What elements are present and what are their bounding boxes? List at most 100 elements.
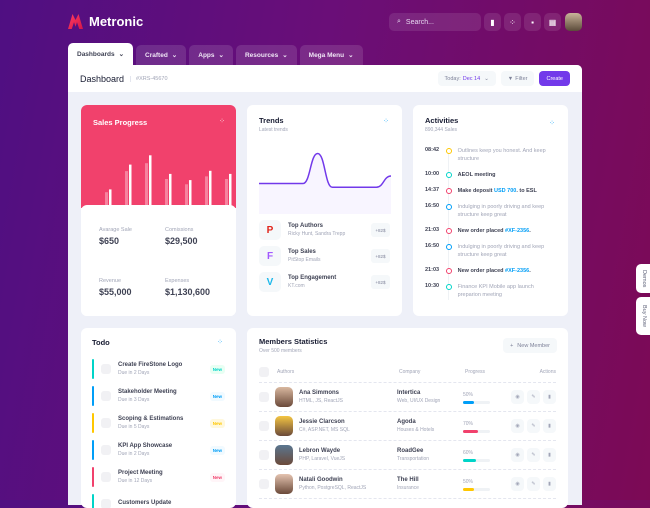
view-button[interactable]: ◉ bbox=[511, 477, 524, 491]
view-button[interactable]: ◉ bbox=[511, 419, 524, 433]
chat-icon[interactable]: ▪ bbox=[524, 13, 541, 31]
brand-logo[interactable]: Metronic bbox=[68, 14, 143, 29]
edit-button[interactable]: ✎ bbox=[527, 390, 540, 404]
activity-item: 21:03 New order placed #XF-2356. bbox=[425, 267, 531, 274]
card-title: Sales Progress bbox=[93, 118, 148, 127]
trend-badge: +82$ bbox=[371, 223, 390, 237]
new-member-button[interactable]: + New Member bbox=[503, 338, 557, 353]
card-title: Todo bbox=[92, 338, 110, 347]
sales-stat: Revenue $55,000 bbox=[99, 277, 132, 297]
menu-dots-icon[interactable]: ⁘ bbox=[219, 118, 225, 125]
todo-card: Todo ⁘ Create FireStone Logo Due in 2 Day… bbox=[81, 328, 236, 508]
trend-area bbox=[259, 153, 391, 214]
edit-button[interactable]: ✎ bbox=[527, 477, 540, 491]
sales-bar bbox=[169, 173, 172, 208]
tab-dashboards[interactable]: Dashboards ⌄ bbox=[68, 43, 134, 65]
todo-checkbox[interactable] bbox=[101, 391, 111, 401]
chevron-down-icon: ⌄ bbox=[118, 51, 125, 58]
activity-link[interactable]: USD 700 bbox=[494, 188, 517, 194]
avatar bbox=[275, 387, 293, 407]
edit-button[interactable]: ✎ bbox=[527, 448, 540, 462]
plus-icon: + bbox=[510, 342, 514, 349]
row-checkbox[interactable] bbox=[259, 392, 269, 402]
view-button[interactable]: ◉ bbox=[511, 448, 524, 462]
edit-button[interactable]: ✎ bbox=[527, 419, 540, 433]
sales-bar-shadow bbox=[165, 179, 168, 208]
trend-line bbox=[259, 152, 391, 188]
user-avatar[interactable] bbox=[565, 13, 582, 31]
sales-bar-shadow bbox=[105, 192, 108, 208]
delete-button[interactable]: ▮ bbox=[543, 448, 556, 462]
timeline-dot-icon bbox=[445, 148, 452, 154]
avatar bbox=[275, 445, 293, 465]
buy-now-tab[interactable]: Buy Now bbox=[636, 297, 650, 335]
sales-bar bbox=[109, 189, 112, 208]
sales-bar-shadow bbox=[125, 171, 128, 208]
todo-checkbox[interactable] bbox=[101, 445, 111, 455]
activity-item: 10:00 AEOL meeting bbox=[425, 171, 496, 178]
select-all-checkbox[interactable] bbox=[259, 367, 269, 377]
trend-item: P Top Authors Ricky Hunt, Sandra Trepp +82$ bbox=[259, 220, 390, 240]
todo-color-bar bbox=[92, 413, 94, 433]
status-badge: New bbox=[209, 445, 225, 455]
create-button[interactable]: Create bbox=[539, 71, 570, 86]
sales-stat: Expenses $1,130,600 bbox=[165, 277, 211, 297]
trend-item: F Top Sales PitStop Emails +82$ bbox=[259, 246, 390, 266]
edit-icon: ✎ bbox=[531, 423, 536, 429]
menu-dots-icon[interactable]: ⁘ bbox=[549, 120, 555, 127]
sales-bar-shadow bbox=[145, 163, 148, 208]
activity-item: 16:50 Indulging in poorly driving and kee… bbox=[425, 243, 545, 258]
demos-tab[interactable]: Demos bbox=[636, 264, 650, 293]
todo-checkbox[interactable] bbox=[101, 364, 111, 374]
tab-mega-menu[interactable]: Mega Menu ⌄ bbox=[299, 45, 363, 65]
sales-bar-chart bbox=[105, 155, 232, 208]
row-checkbox[interactable] bbox=[259, 421, 269, 431]
activity-link[interactable]: #XF-2356 bbox=[505, 268, 530, 274]
delete-button[interactable]: ▮ bbox=[543, 419, 556, 433]
apps-icon[interactable]: ▦ bbox=[544, 13, 561, 31]
menu-dots-icon[interactable]: ⁘ bbox=[383, 118, 389, 125]
activity-link[interactable]: #XF-2356 bbox=[505, 228, 530, 234]
progress-bar bbox=[463, 488, 490, 491]
timeline-dot-icon bbox=[445, 228, 452, 234]
row-checkbox[interactable] bbox=[259, 450, 269, 460]
status-badge: New bbox=[209, 418, 225, 428]
page-title: Dashboard bbox=[80, 73, 125, 84]
sales-stat: Avarage Sale $650 bbox=[99, 227, 132, 246]
timeline-dot-icon bbox=[445, 244, 452, 250]
delete-button[interactable]: ▮ bbox=[543, 390, 556, 404]
delete-button[interactable]: ▮ bbox=[543, 477, 556, 491]
table-header: Authors Company Progress Actions bbox=[259, 362, 556, 383]
sales-bar-shadow bbox=[185, 184, 188, 208]
chart-bar-icon[interactable]: ▮ bbox=[484, 13, 501, 31]
table-row: Natali Goodwin Python, PostgreSQL, ReactJ… bbox=[259, 470, 556, 499]
row-checkbox[interactable] bbox=[259, 479, 269, 489]
table-row: Jessie Clarcson C#, ASP.NET, MS SQL Agoda H… bbox=[259, 412, 556, 441]
todo-checkbox[interactable] bbox=[101, 418, 111, 428]
sales-progress-card: Sales Progress ⁘ Avarage Sale $650 Comissi… bbox=[81, 105, 236, 316]
card-title: Members Statistics bbox=[259, 337, 328, 346]
timeline-dot-icon bbox=[445, 188, 452, 194]
tab-crafted[interactable]: Crafted ⌄ bbox=[136, 45, 187, 65]
search-input[interactable]: ⌕ Search... bbox=[389, 13, 481, 31]
todo-item: Customers Update bbox=[92, 494, 225, 508]
tab-apps[interactable]: Apps ⌄ bbox=[189, 45, 233, 65]
share-icon[interactable]: ⁘ bbox=[504, 13, 521, 31]
activities-card: Activities 890,344 Sales ⁘ 08:42 Outlines… bbox=[413, 105, 568, 316]
chevron-down-icon: ⌄ bbox=[171, 52, 178, 59]
tab-resources[interactable]: Resources ⌄ bbox=[235, 45, 297, 65]
todo-checkbox[interactable] bbox=[101, 499, 111, 508]
progress-bar bbox=[463, 459, 490, 462]
view-button[interactable]: ◉ bbox=[511, 390, 524, 404]
todo-checkbox[interactable] bbox=[101, 472, 111, 482]
menu-dots-icon[interactable]: ⁘ bbox=[217, 339, 223, 346]
date-picker[interactable]: Today: Dec 14 ⌄ bbox=[437, 71, 496, 86]
card-title: Activities bbox=[425, 116, 459, 125]
card-subtitle: Latest trends bbox=[259, 127, 288, 133]
card-subtitle: 890,344 Sales bbox=[425, 127, 457, 133]
members-statistics-card: Members Statistics Over 500 members + New… bbox=[247, 328, 568, 508]
timeline-dot-icon bbox=[445, 284, 452, 290]
filter-button[interactable]: ▼ Filter bbox=[500, 71, 535, 86]
search-icon: ⌕ bbox=[397, 18, 401, 25]
edit-icon: ✎ bbox=[531, 394, 536, 400]
